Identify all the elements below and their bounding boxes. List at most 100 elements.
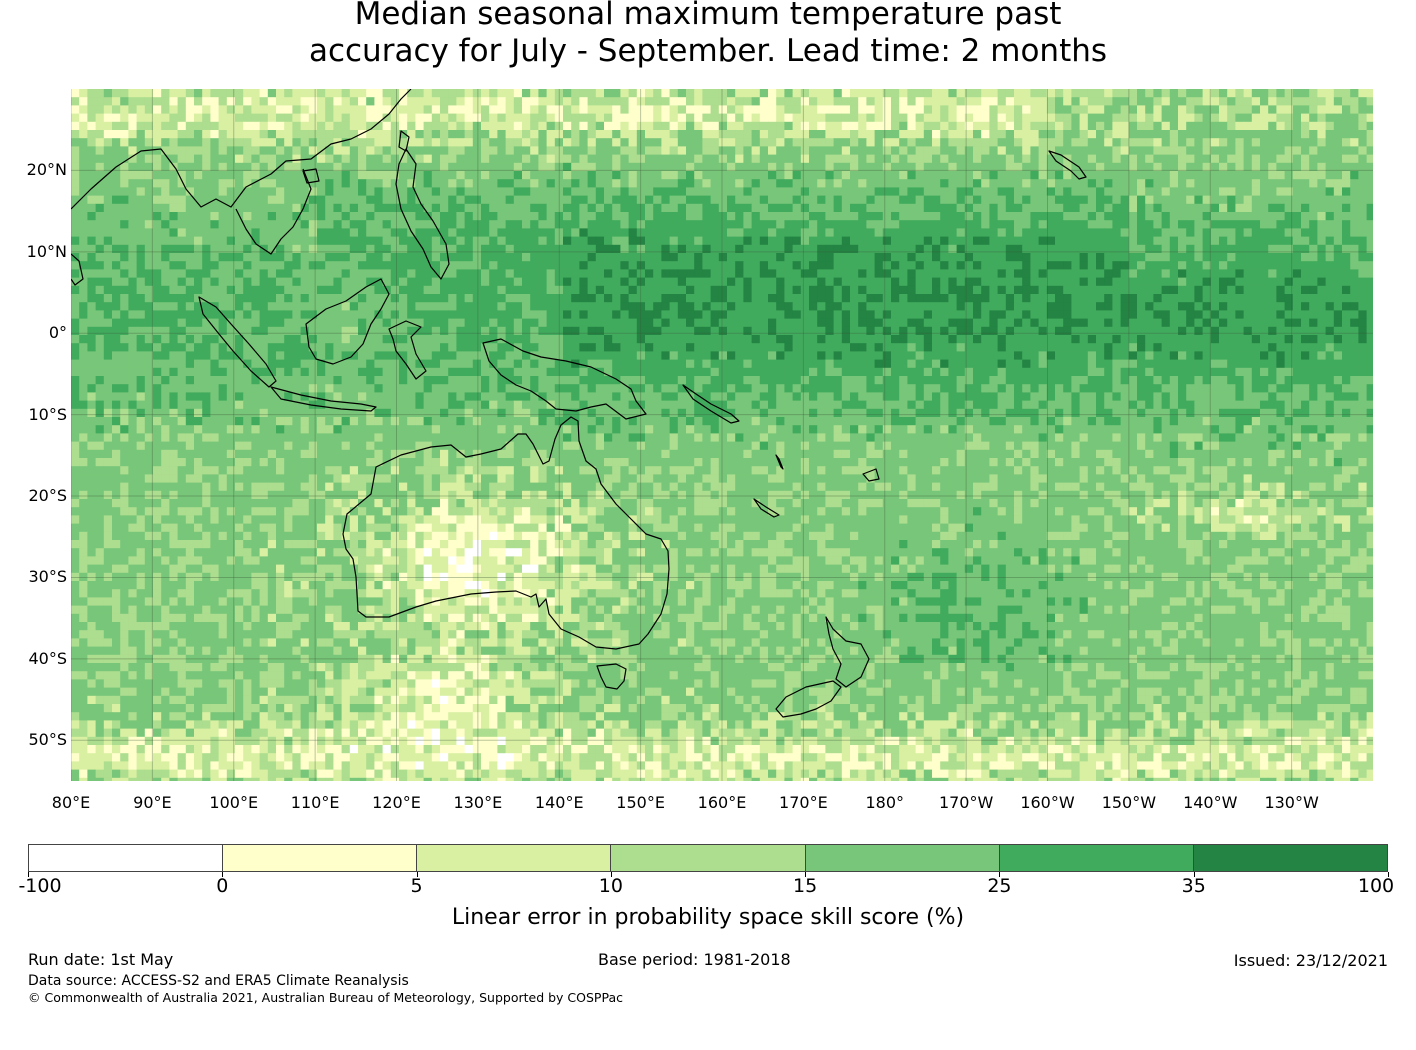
skill-cell xyxy=(112,294,121,303)
skill-cell xyxy=(185,326,195,336)
skill-cell xyxy=(563,236,572,246)
skill-cell xyxy=(1309,269,1318,278)
skill-cell xyxy=(1005,335,1015,344)
skill-cell xyxy=(456,244,465,254)
skill-cell xyxy=(595,285,605,295)
skill-cell xyxy=(1071,335,1080,344)
skill-cell xyxy=(87,220,96,229)
skill-cell xyxy=(669,97,679,106)
skill-cell xyxy=(1366,318,1373,328)
skill-cell xyxy=(1260,187,1269,196)
skill-cell xyxy=(481,130,490,139)
skill-cell xyxy=(636,335,646,344)
skill-cell xyxy=(882,310,892,319)
skill-cell xyxy=(333,310,342,319)
skill-cell xyxy=(595,105,605,114)
skill-cell xyxy=(210,146,219,155)
skill-cell xyxy=(735,97,744,106)
skill-cell xyxy=(981,212,990,221)
skill-cell xyxy=(1301,335,1310,344)
skill-cell xyxy=(1038,113,1048,123)
skill-cell xyxy=(530,154,539,164)
skill-cell xyxy=(841,203,851,213)
skill-cell xyxy=(891,261,900,270)
skill-cell xyxy=(964,138,974,147)
skill-cell xyxy=(563,203,572,213)
skill-cell xyxy=(349,89,359,98)
skill-cell xyxy=(71,236,80,246)
skill-cell xyxy=(325,343,334,352)
skill-cell xyxy=(349,310,359,319)
skill-cell xyxy=(497,269,506,278)
skill-cell xyxy=(735,318,744,328)
skill-cell xyxy=(677,318,687,328)
skill-cell xyxy=(128,269,137,278)
skill-cell xyxy=(1333,162,1343,172)
skill-cell xyxy=(464,335,474,344)
skill-cell xyxy=(874,171,884,180)
skill-cell xyxy=(1038,187,1048,196)
skill-cell xyxy=(866,146,875,155)
skill-cell xyxy=(1366,236,1373,246)
skill-cell xyxy=(202,236,211,246)
skill-cell xyxy=(1046,195,1056,205)
skill-cell xyxy=(841,277,851,287)
skill-cell xyxy=(1227,261,1236,270)
skill-cell xyxy=(858,105,867,114)
skill-cell xyxy=(1243,335,1253,344)
skill-cell xyxy=(95,318,105,328)
skill-cell xyxy=(251,212,260,221)
skill-cell xyxy=(1186,154,1195,164)
skill-cell xyxy=(95,195,105,205)
skill-cell xyxy=(1120,146,1130,155)
skill-cell xyxy=(718,162,728,172)
skill-cell xyxy=(95,162,105,172)
skill-cell xyxy=(333,130,342,139)
skill-cell xyxy=(866,154,875,164)
skill-cell xyxy=(317,244,326,254)
skill-cell xyxy=(448,105,457,114)
skill-cell xyxy=(1358,130,1367,139)
skill-cell xyxy=(710,97,720,106)
skill-cell xyxy=(513,113,523,123)
skill-cell xyxy=(423,228,433,237)
skill-cell xyxy=(710,105,720,114)
skill-cell xyxy=(874,97,884,106)
skill-cell xyxy=(440,195,449,205)
skill-cell xyxy=(1251,310,1261,319)
skill-cell xyxy=(587,130,597,139)
skill-cell xyxy=(1104,154,1113,164)
skill-cell xyxy=(259,269,269,278)
skill-cell xyxy=(817,261,826,270)
skill-cell xyxy=(1194,146,1203,155)
skill-cell xyxy=(628,121,638,131)
skill-cell xyxy=(235,89,244,98)
skill-cell xyxy=(932,89,941,98)
skill-cell xyxy=(267,294,277,303)
skill-cell xyxy=(226,318,236,328)
skill-cell xyxy=(669,121,679,131)
skill-cell xyxy=(128,171,137,180)
skill-cell xyxy=(751,318,761,328)
skill-cell xyxy=(1030,220,1039,229)
skill-cell xyxy=(727,277,736,287)
skill-cell xyxy=(1038,236,1048,246)
skill-cell xyxy=(194,179,203,188)
skill-cell xyxy=(489,162,498,172)
skill-cell xyxy=(874,335,884,344)
skill-cell xyxy=(587,195,597,205)
skill-cell xyxy=(1219,203,1228,213)
skill-cell xyxy=(858,154,867,164)
skill-cell xyxy=(112,138,121,147)
skill-cell xyxy=(1292,236,1302,246)
skill-cell xyxy=(530,318,539,328)
skill-cell xyxy=(194,171,203,180)
skill-cell xyxy=(825,146,834,155)
skill-cell xyxy=(1292,261,1302,270)
skill-cell xyxy=(431,302,441,311)
skill-cell xyxy=(866,105,875,114)
skill-cell xyxy=(276,121,285,131)
skill-cell xyxy=(653,171,662,180)
skill-cell xyxy=(136,236,146,246)
skill-cell xyxy=(1120,294,1130,303)
